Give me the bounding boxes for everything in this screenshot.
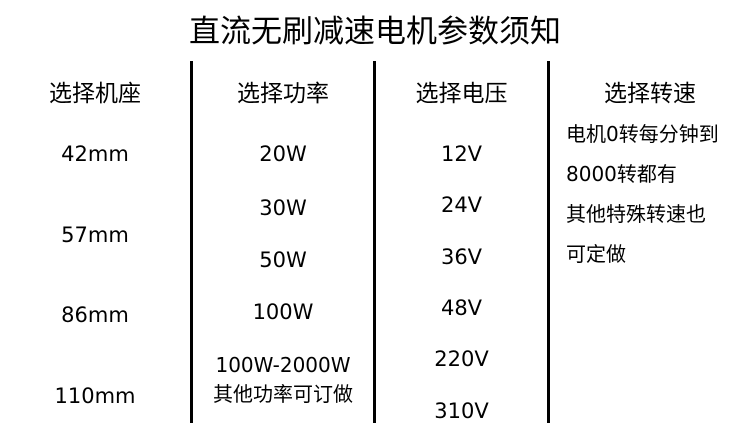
cell-power-1: 20W [259,142,307,166]
cell-power-3: 50W [259,248,307,272]
column-voltage: 选择电压 12V 24V 36V 48V 220V 310V [376,61,547,428]
cell-power-5: 100W-2000W [215,353,351,377]
column-header-frame-size: 选择机座 [49,81,141,107]
column-divider-1 [190,61,193,423]
cell-power-4: 100W [252,300,314,324]
column-header-speed: 选择转速 [604,81,696,107]
speed-note-line-4: 可定做 [566,242,626,266]
column-header-power: 选择功率 [237,81,329,107]
column-power: 选择功率 20W 30W 50W 100W 100W-2000W 其他功率可订做 [193,61,373,428]
speed-note-line-1: 电机0转每分钟到 [566,122,719,146]
column-frame-size: 选择机座 42mm 57mm 86mm 110mm [0,61,190,428]
cell-voltage-5: 220V [434,347,489,371]
column-speed: 选择转速 电机0转每分钟到 8000转都有 其他特殊转速也 可定做 [550,61,750,428]
speed-note-line-3: 其他特殊转速也 [566,202,706,226]
column-divider-3 [547,61,550,423]
cell-frame-size-1: 42mm [61,142,129,166]
column-header-voltage: 选择电压 [415,81,508,107]
cell-power-2: 30W [259,196,307,220]
column-divider-2 [373,61,376,423]
cell-frame-size-2: 57mm [61,223,129,247]
cell-voltage-2: 24V [440,193,483,217]
cell-voltage-1: 12V [440,142,483,166]
cell-voltage-6: 310V [434,399,489,423]
cell-frame-size-3: 86mm [61,303,129,327]
cell-voltage-4: 48V [440,296,483,320]
cell-frame-size-4: 110mm [54,384,136,408]
page-title: 直流无刷减速电机参数须知 [189,14,561,50]
cell-power-6: 其他功率可订做 [213,382,353,406]
speed-note-line-2: 8000转都有 [566,162,677,186]
cell-voltage-3: 36V [440,245,483,269]
